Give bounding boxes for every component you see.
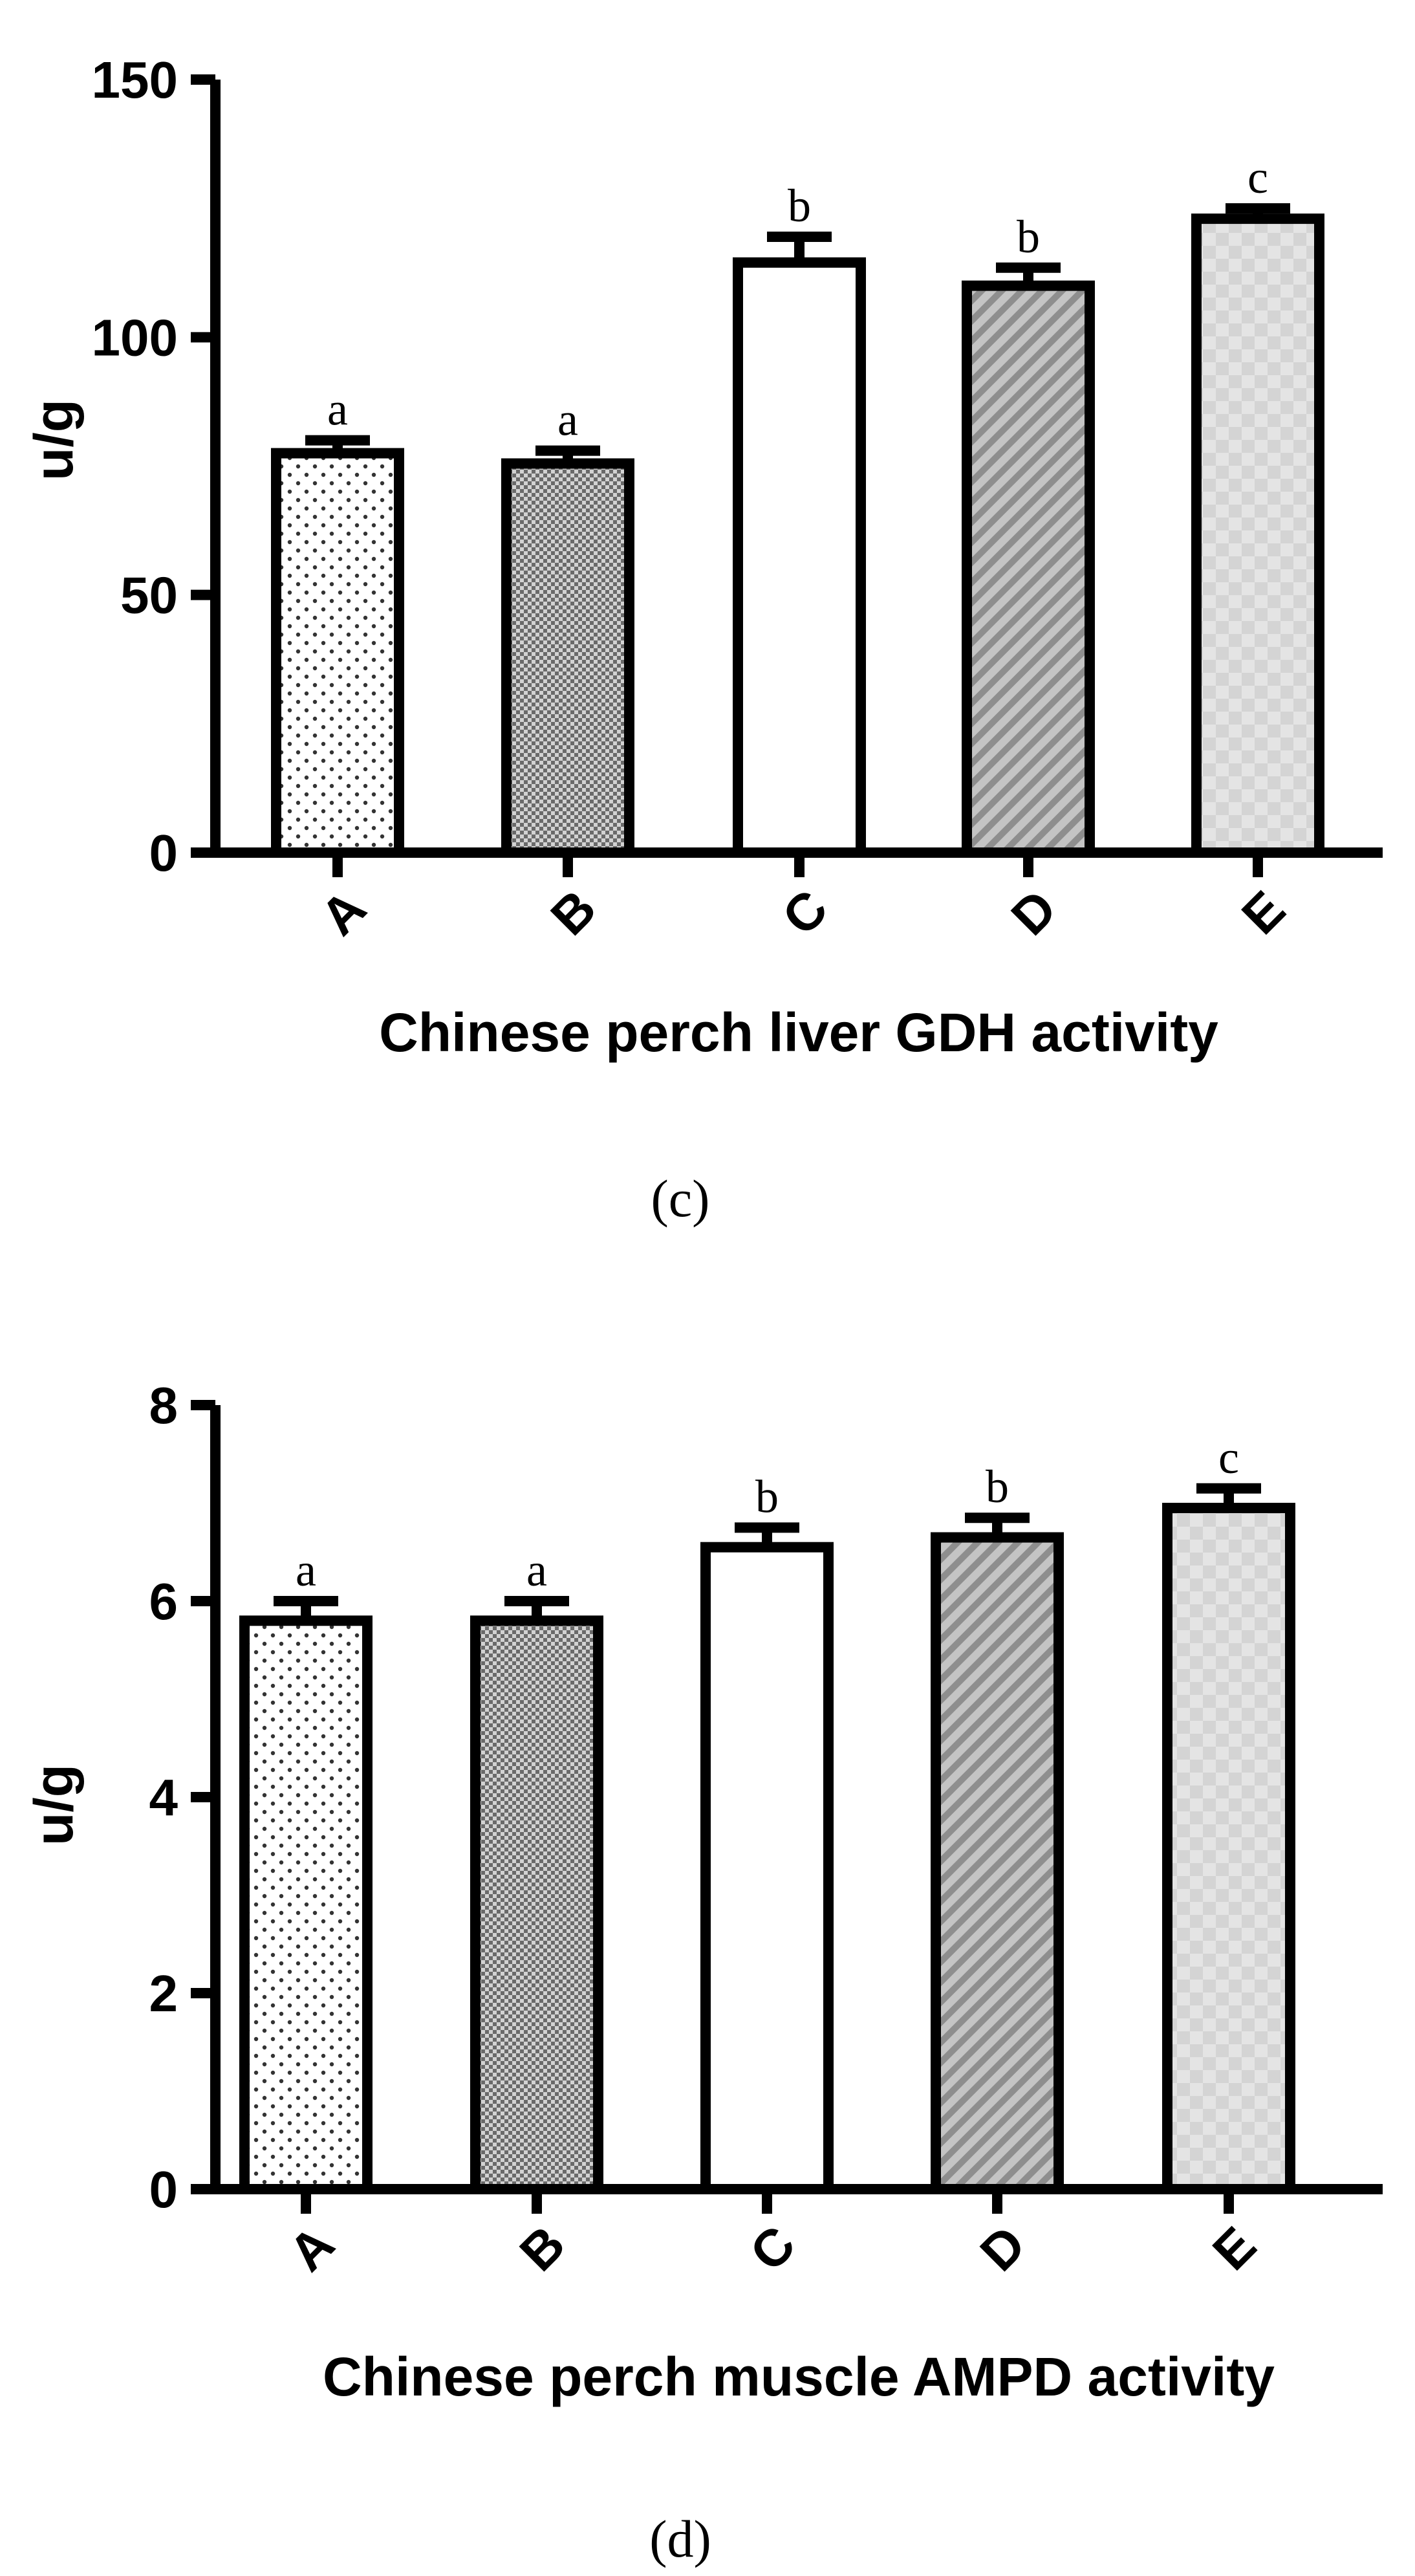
significance-letter: c — [1218, 1432, 1239, 1483]
bar — [700, 1542, 834, 2195]
bar — [239, 1615, 373, 2195]
bar — [1191, 213, 1324, 858]
bar-group-C: b — [733, 180, 866, 858]
x-tick-label: E — [1231, 880, 1296, 945]
y-tick-label: 6 — [149, 1573, 178, 1630]
panel-label: (c) — [651, 1169, 709, 1228]
bar-group-C: b — [700, 1470, 834, 2195]
bar — [1162, 1503, 1295, 2194]
significance-letter: b — [755, 1470, 779, 1522]
y-tick-label: 0 — [149, 2161, 178, 2218]
bar — [470, 1615, 603, 2195]
x-tick-label: D — [969, 2215, 1037, 2282]
significance-letter: b — [1017, 211, 1040, 263]
x-tick-label: A — [278, 2215, 345, 2282]
y-tick-label: 2 — [149, 1965, 178, 2022]
significance-letter: a — [526, 1544, 547, 1596]
bar-group-E: c — [1191, 151, 1324, 858]
x-tick-label: E — [1202, 2216, 1267, 2281]
y-tick-label: 150 — [92, 51, 178, 109]
chart-panel-c: u/g Chinese perch liver GDH activity (c)… — [23, 51, 1383, 1228]
bar — [962, 280, 1095, 858]
y-tick-label: 8 — [149, 1377, 178, 1434]
significance-letter: b — [788, 180, 811, 232]
significance-letter: a — [327, 384, 348, 435]
x-tick-label: C — [739, 2215, 806, 2282]
x-tick-label: D — [1000, 879, 1068, 946]
bar-group-E: c — [1162, 1432, 1295, 2194]
significance-letter: b — [986, 1461, 1009, 1512]
bar — [931, 1532, 1064, 2194]
y-tick-label: 0 — [149, 824, 178, 882]
bar — [501, 458, 634, 858]
x-tick-label: C — [772, 879, 839, 946]
bar-group-A: a — [271, 384, 404, 858]
significance-letter: a — [296, 1544, 316, 1596]
significance-letter: c — [1248, 151, 1268, 203]
bar — [271, 448, 404, 858]
y-axis-title: u/g — [23, 1764, 84, 1846]
y-tick-label: 50 — [120, 567, 178, 624]
bar-group-B: a — [501, 394, 634, 858]
bar-group-D: b — [962, 211, 1095, 858]
bar-group-D: b — [931, 1461, 1064, 2194]
x-tick-label: B — [540, 879, 607, 946]
x-tick-label: A — [310, 879, 377, 946]
y-tick-label: 4 — [149, 1769, 178, 1826]
significance-letter: a — [557, 394, 578, 446]
bar-group-A: a — [239, 1544, 373, 2195]
y-tick-label: 100 — [92, 309, 178, 366]
bar — [733, 257, 866, 858]
x-axis-title: Chinese perch liver GDH activity — [379, 1002, 1218, 1063]
y-axis-title: u/g — [23, 399, 84, 481]
panel-label: (d) — [649, 2509, 711, 2568]
x-axis-title: Chinese perch muscle AMPD activity — [323, 2346, 1275, 2407]
chart-panel-d: u/g Chinese perch muscle AMPD activity (… — [23, 1377, 1383, 2568]
bar-group-B: a — [470, 1544, 603, 2195]
x-tick-label: B — [509, 2215, 576, 2282]
